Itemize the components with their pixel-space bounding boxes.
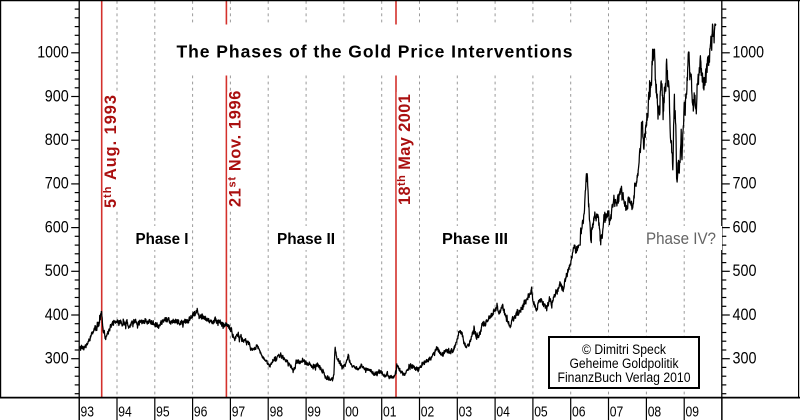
svg-text:01: 01: [383, 405, 397, 420]
svg-text:The Phases of the Gold Price I: The Phases of the Gold Price Interventio…: [177, 42, 573, 62]
svg-text:07: 07: [610, 405, 624, 420]
svg-text:00: 00: [345, 405, 359, 420]
svg-text:© Dimitri Speck: © Dimitri Speck: [582, 342, 666, 357]
svg-text:800: 800: [733, 130, 757, 149]
svg-text:300: 300: [45, 349, 69, 368]
svg-text:02: 02: [421, 405, 435, 420]
svg-text:06: 06: [572, 405, 586, 420]
svg-text:Phase IV?: Phase IV?: [646, 230, 716, 248]
svg-text:400: 400: [45, 305, 69, 324]
svg-text:99: 99: [307, 405, 321, 420]
svg-text:04: 04: [496, 405, 510, 420]
svg-text:Geheime Goldpolitik: Geheime Goldpolitik: [570, 356, 679, 371]
svg-text:97: 97: [232, 405, 246, 420]
svg-text:1000: 1000: [37, 43, 69, 62]
svg-text:96: 96: [194, 405, 208, 420]
svg-text:93: 93: [81, 405, 95, 420]
svg-text:700: 700: [45, 174, 69, 193]
svg-text:08: 08: [648, 405, 662, 420]
svg-text:03: 03: [459, 405, 473, 420]
svg-text:98: 98: [270, 405, 284, 420]
svg-text:05: 05: [534, 405, 548, 420]
svg-text:900: 900: [45, 86, 69, 105]
svg-text:600: 600: [733, 217, 757, 236]
svg-text:5th Aug. 1993: 5th Aug. 1993: [102, 94, 120, 208]
svg-text:FinanzBuch Verlag 2010: FinanzBuch Verlag 2010: [558, 370, 691, 385]
svg-text:300: 300: [733, 349, 757, 368]
svg-text:1000: 1000: [733, 43, 765, 62]
svg-text:21st Nov. 1996: 21st Nov. 1996: [227, 90, 245, 207]
svg-text:900: 900: [733, 86, 757, 105]
svg-text:Phase I: Phase I: [136, 231, 189, 248]
svg-text:500: 500: [45, 261, 69, 280]
svg-text:700: 700: [733, 174, 757, 193]
svg-text:600: 600: [45, 217, 69, 236]
svg-text:400: 400: [733, 305, 757, 324]
svg-text:Phase II: Phase II: [277, 231, 335, 248]
svg-text:500: 500: [733, 261, 757, 280]
svg-text:800: 800: [45, 130, 69, 149]
svg-text:94: 94: [118, 405, 132, 420]
svg-text:09: 09: [686, 405, 700, 420]
svg-text:Phase III: Phase III: [442, 231, 508, 248]
svg-text:18th May 2001: 18th May 2001: [396, 94, 414, 205]
svg-text:95: 95: [156, 405, 170, 420]
